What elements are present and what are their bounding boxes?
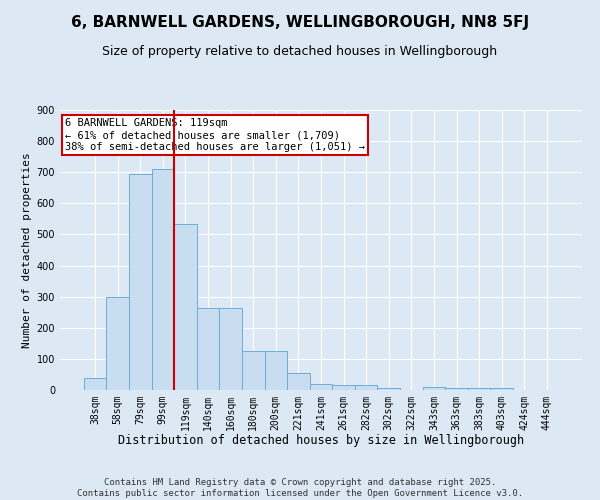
X-axis label: Distribution of detached houses by size in Wellingborough: Distribution of detached houses by size … (118, 434, 524, 448)
Bar (84, 378, 106, 390)
Bar (422, 387, 445, 390)
Bar (174, 224, 197, 390)
Bar (287, 373, 310, 390)
Text: Contains HM Land Registry data © Crown copyright and database right 2025.
Contai: Contains HM Land Registry data © Crown c… (77, 478, 523, 498)
Bar (197, 308, 220, 390)
Bar (490, 388, 513, 390)
Text: 6, BARNWELL GARDENS, WELLINGBOROUGH, NN8 5FJ: 6, BARNWELL GARDENS, WELLINGBOROUGH, NN8… (71, 15, 529, 30)
Bar (332, 386, 355, 390)
Bar (106, 296, 129, 390)
Bar (377, 388, 400, 390)
Bar (220, 308, 242, 390)
Y-axis label: Number of detached properties: Number of detached properties (22, 152, 32, 348)
Bar (265, 351, 287, 390)
Text: Size of property relative to detached houses in Wellingborough: Size of property relative to detached ho… (103, 45, 497, 58)
Bar (445, 388, 468, 390)
Bar (129, 174, 152, 390)
Bar (310, 384, 332, 390)
Bar (242, 351, 265, 390)
Bar (152, 169, 174, 390)
Bar (355, 386, 377, 390)
Bar (468, 388, 490, 390)
Text: 6 BARNWELL GARDENS: 119sqm
← 61% of detached houses are smaller (1,709)
38% of s: 6 BARNWELL GARDENS: 119sqm ← 61% of deta… (65, 118, 365, 152)
